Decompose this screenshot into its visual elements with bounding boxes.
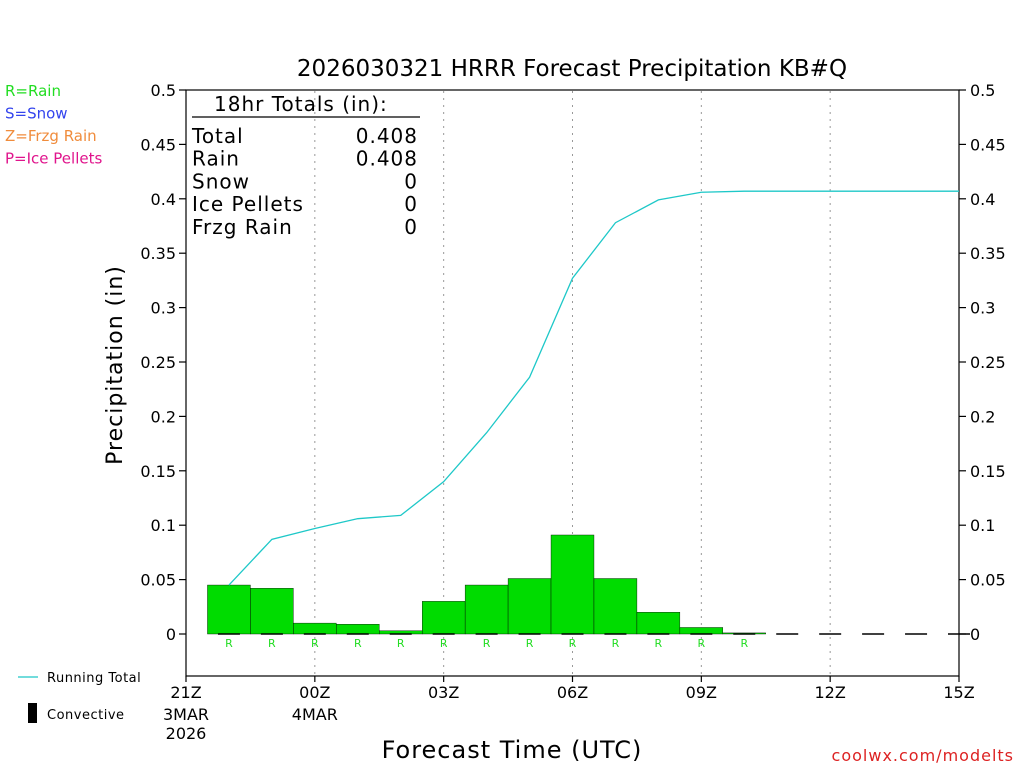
y-tick-label-right: 0.2 xyxy=(970,407,995,426)
precip-bar-h3 xyxy=(293,622,337,635)
precip-bar-h12 xyxy=(679,627,724,635)
convective-legend-label: Convective xyxy=(47,708,125,723)
y-tick-label-right: 0.25 xyxy=(970,353,1006,372)
precip-bar-h4 xyxy=(336,624,380,635)
x-tick-label: 21Z xyxy=(170,683,201,702)
y-axis-left: 0 0.05 0.1 0.15 0.2 0.25 0.3 0.35 0.4 0.45 0.5 xyxy=(140,81,186,644)
y-tick-label-left: 0.1 xyxy=(151,516,176,535)
totals-row-label: Ice Pellets xyxy=(192,192,304,216)
y-tick-label-right: 0.05 xyxy=(970,571,1006,590)
x-tick-label: 03Z xyxy=(428,683,459,702)
ptype-label-h1: R xyxy=(225,637,233,650)
ptype-label-h8: R xyxy=(526,637,534,650)
ptype-label-h7: R xyxy=(483,637,491,650)
y-tick-label-right: 0.45 xyxy=(970,135,1006,154)
running-total-line xyxy=(228,190,959,586)
precip-bar-h2 xyxy=(250,588,294,635)
series-legend: Running Total Convective xyxy=(18,671,141,723)
y-tick-label-left: 0.15 xyxy=(140,462,176,481)
x-tick-label: 15Z xyxy=(943,683,974,702)
y-tick-label-right: 0.5 xyxy=(970,81,995,100)
precip-bar-h11 xyxy=(636,612,681,635)
ptype-label-h5: R xyxy=(397,637,405,650)
y-tick-label-left: 0.25 xyxy=(140,353,176,372)
y-tick-label-right: 0.35 xyxy=(970,244,1006,263)
ptype-label-h2: R xyxy=(268,637,276,650)
ptype-label-h4: R xyxy=(354,637,362,650)
ptype-label-h9: R xyxy=(569,637,577,650)
chart-title: 2026030321 HRRR Forecast Precipitation K… xyxy=(297,56,847,82)
x-tick-label: 00Z xyxy=(299,683,330,702)
precip-bar-h7 xyxy=(464,584,509,635)
totals-row-value: 0.408 xyxy=(356,124,418,148)
credit-link[interactable]: coolwx.com/modelts xyxy=(832,746,1014,765)
convective-legend-swatch xyxy=(28,703,37,723)
y-tick-label-left: 0.45 xyxy=(140,135,176,154)
ptype-legend-item: R=Rain xyxy=(5,82,61,100)
y-tick-label-left: 0.5 xyxy=(151,81,176,100)
ptype-legend: R=Rain S=Snow Z=Frzg Rain P=Ice Pellets xyxy=(5,82,102,168)
running-total-series xyxy=(228,190,959,586)
ptype-label-h11: R xyxy=(655,637,663,650)
totals-row-label: Frzg Rain xyxy=(192,215,293,239)
running-total-legend-label: Running Total xyxy=(47,671,141,686)
ptype-legend-item: S=Snow xyxy=(5,105,68,123)
ptype-legend-item: Z=Frzg Rain xyxy=(5,127,97,145)
totals-row-label: Rain xyxy=(192,147,240,171)
precip-bar-h1 xyxy=(207,584,251,635)
y-tick-label-left: 0.2 xyxy=(151,407,176,426)
totals-row-value: 0 xyxy=(404,169,418,193)
x-tick-date: 4MAR xyxy=(292,705,338,724)
y-tick-label-right: 0.1 xyxy=(970,516,995,535)
totals-row-value: 0 xyxy=(404,215,418,239)
ptype-legend-item: P=Ice Pellets xyxy=(5,150,102,168)
x-tick-label: 12Z xyxy=(815,683,846,702)
y-tick-label-left: 0 xyxy=(166,625,176,644)
totals-table: 18hr Totals (in): Total 0.408 Rain 0.408 Sno… xyxy=(191,92,420,239)
precip-bar-h8 xyxy=(507,578,552,635)
x-axis-label: Forecast Time (UTC) xyxy=(382,736,643,764)
x-tick-date: 3MAR xyxy=(163,705,209,724)
y-tick-label-right: 0.4 xyxy=(970,190,995,209)
y-tick-label-left: 0.35 xyxy=(140,244,176,263)
y-tick-label-left: 0.4 xyxy=(151,190,176,209)
x-tick-label: 09Z xyxy=(686,683,717,702)
totals-row-label: Total xyxy=(191,124,244,148)
x-tick-label: 06Z xyxy=(557,683,588,702)
y-tick-label-right: 0.3 xyxy=(970,299,995,318)
y-axis-right: 0 0.05 0.1 0.15 0.2 0.25 0.3 0.35 0.4 0.45 0.5 xyxy=(959,81,1006,644)
y-tick-label-right: 0.15 xyxy=(970,462,1006,481)
ptype-label-h6: R xyxy=(440,637,448,650)
precip-bar-h9 xyxy=(550,534,595,635)
ptype-label-h10: R xyxy=(612,637,620,650)
precip-bars xyxy=(207,534,766,635)
precip-bar-h6 xyxy=(421,601,466,635)
ptype-label-h12: R xyxy=(698,637,706,650)
y-tick-label-left: 0.05 xyxy=(140,571,176,590)
ptype-label-h3: R xyxy=(311,637,319,650)
totals-heading: 18hr Totals (in): xyxy=(214,92,388,116)
totals-row-value: 0 xyxy=(404,192,418,216)
ptype-label-h13: R xyxy=(740,637,748,650)
y-tick-label-left: 0.3 xyxy=(151,299,176,318)
y-axis-label: Precipitation (in) xyxy=(103,265,128,465)
precip-bar-h10 xyxy=(593,578,638,635)
x-tick-year: 2026 xyxy=(166,724,207,743)
totals-row-label: Snow xyxy=(192,169,250,193)
totals-row-value: 0.408 xyxy=(356,147,418,171)
y-tick-label-right: 0 xyxy=(970,625,980,644)
